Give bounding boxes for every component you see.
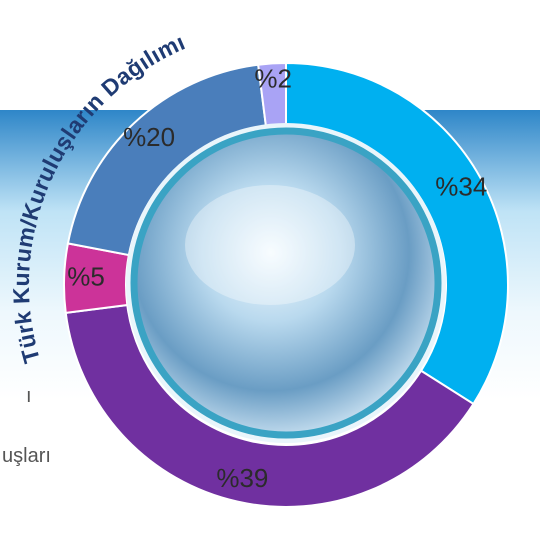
background-text: uşları bbox=[2, 445, 51, 467]
globe-highlight bbox=[185, 185, 355, 305]
donut bbox=[63, 61, 509, 508]
data-label: %2 bbox=[254, 63, 292, 93]
background-text: ı bbox=[26, 385, 32, 407]
data-label: %39 bbox=[216, 463, 268, 493]
globe bbox=[130, 127, 442, 439]
data-label: %20 bbox=[123, 122, 175, 152]
data-label: %5 bbox=[67, 262, 105, 292]
donut-segment bbox=[64, 303, 475, 508]
data-label: %34 bbox=[435, 172, 487, 202]
